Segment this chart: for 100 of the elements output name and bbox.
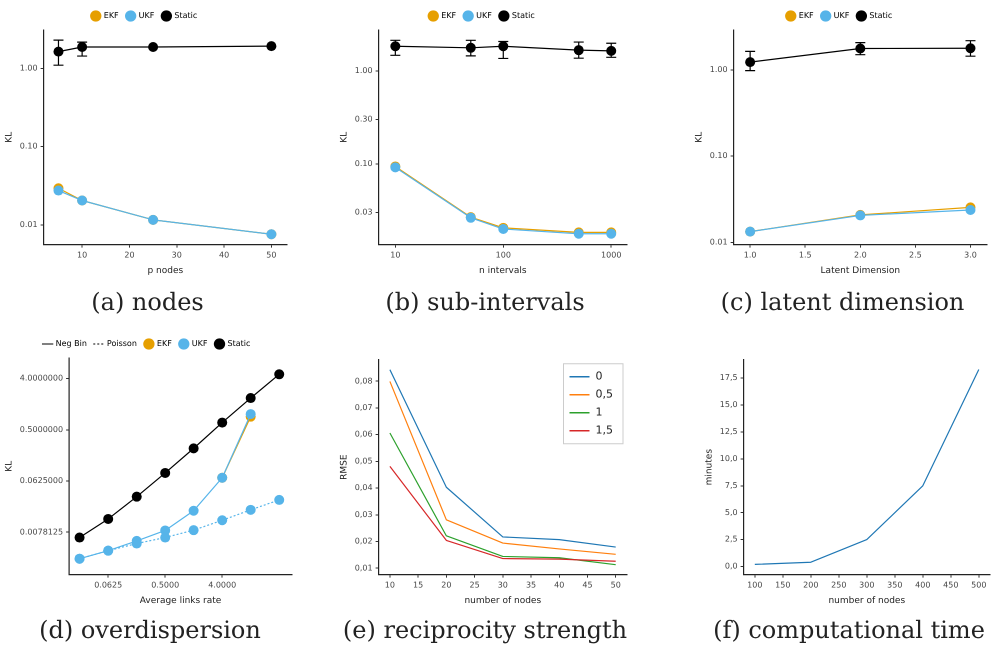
- x-tick-label: 500: [971, 580, 986, 590]
- legend-label: 1: [596, 406, 603, 419]
- legend-label: 0,5: [596, 388, 614, 401]
- x-tick-label: 4.0000: [208, 580, 236, 590]
- x-tick-label: 10: [384, 580, 395, 590]
- y-tick-label: 0.10: [710, 151, 728, 160]
- x-tick-label: 10: [390, 250, 400, 260]
- y-tick-label: 1.00: [354, 66, 373, 75]
- x-tick-label: 0.5000: [151, 580, 180, 590]
- legend-label: 0: [596, 370, 603, 383]
- x-tick-label: 400: [915, 580, 930, 590]
- y-tick-label: 0.01: [20, 220, 38, 229]
- y-tick-label: 0.03: [354, 208, 373, 217]
- legend-label: UKF: [476, 11, 492, 20]
- x-tick-label: 100: [747, 580, 762, 590]
- x-tick-label: 2.5: [909, 250, 922, 260]
- legend-label: EKF: [798, 11, 814, 20]
- text: (e) reciprocity strength: [342, 616, 628, 644]
- x-tick-label: 25: [469, 580, 480, 590]
- y-tick-label: 0,07: [354, 402, 373, 412]
- y-tick-label: 0.0625000: [20, 476, 64, 486]
- x-tick-label: 15: [413, 580, 424, 590]
- y-tick-label: 7,5: [724, 480, 738, 490]
- text: (d) overdispersion: [38, 616, 262, 644]
- y-tick-label: 0,03: [354, 510, 373, 519]
- y-tick-label: 0,02: [354, 536, 373, 546]
- text: (c) latent dimension: [720, 288, 966, 316]
- text: (b) sub-intervals: [384, 288, 586, 316]
- legend-label: Static: [512, 11, 535, 20]
- x-tick-label: 30: [172, 250, 182, 260]
- y-tick-label: 0.5000000: [20, 424, 64, 434]
- x-tick-label: 30: [498, 580, 508, 590]
- x-axis-title: number of nodes: [828, 596, 906, 606]
- x-tick-label: 10: [77, 250, 88, 260]
- y-tick-label: 1.00: [20, 64, 38, 73]
- x-tick-label: 40: [554, 580, 564, 590]
- y-tick-label: 12,5: [720, 427, 738, 436]
- legend-label: UKF: [138, 11, 155, 20]
- y-axis-title: minutes: [704, 448, 715, 486]
- x-axis-title: number of nodes: [464, 596, 542, 606]
- y-tick-label: 2,5: [724, 534, 738, 544]
- y-tick-label: 5,0: [724, 508, 738, 517]
- y-tick-label: 0,01: [354, 563, 373, 572]
- legend-label: UKF: [834, 11, 850, 20]
- x-axis-title: Average links rate: [140, 596, 222, 606]
- x-tick-label: 150: [775, 580, 790, 590]
- y-tick-label: 0,04: [354, 483, 373, 492]
- x-axis-title: Latent Dimension: [820, 266, 900, 276]
- legend-label: UKF: [192, 339, 208, 348]
- x-tick-label: 40: [218, 250, 230, 260]
- y-tick-label: 0,05: [354, 456, 373, 466]
- y-axis-title: KL: [4, 132, 15, 143]
- x-tick-label: 50: [266, 250, 276, 260]
- y-axis-title: KL: [694, 132, 705, 143]
- y-tick-label: 0.10: [20, 142, 38, 151]
- y-tick-label: 0.10: [354, 159, 373, 168]
- x-tick-label: 1.0: [744, 250, 757, 260]
- x-tick-label: 100: [496, 250, 511, 260]
- x-tick-label: 0.0625: [94, 580, 122, 590]
- x-tick-label: 35: [526, 580, 536, 590]
- x-tick-label: 250: [831, 580, 846, 590]
- y-tick-label: 15,0: [720, 400, 738, 410]
- text: Poisson: [106, 339, 137, 348]
- x-tick-label: 300: [859, 580, 874, 590]
- y-axis-title: KL: [340, 132, 350, 143]
- y-tick-label: 17,5: [720, 373, 738, 382]
- legend-label: Static: [869, 11, 892, 20]
- legend-label: 1,5: [596, 424, 614, 437]
- y-axis-title: KL: [4, 460, 15, 472]
- y-tick-label: 4.0000000: [20, 374, 64, 383]
- x-tick-label: 200: [803, 580, 818, 590]
- y-tick-label: 0,06: [354, 430, 373, 439]
- y-tick-label: 0.01: [710, 237, 728, 246]
- text: Neg Bin: [56, 339, 87, 348]
- x-tick-label: 1000: [601, 250, 622, 260]
- legend-label: Static: [228, 339, 250, 348]
- x-tick-label: 20: [441, 580, 452, 590]
- x-tick-label: 350: [887, 580, 902, 590]
- x-axis-title: p nodes: [147, 266, 184, 276]
- y-tick-label: 0.30: [354, 114, 373, 124]
- y-tick-label: 1.00: [710, 64, 728, 74]
- y-tick-label: 0.0078125: [20, 527, 64, 536]
- x-tick-label: 50: [610, 580, 621, 590]
- text: (f) computational time: [712, 616, 986, 644]
- x-axis-title: n intervals: [479, 266, 527, 276]
- y-tick-label: 0,0: [724, 562, 738, 571]
- legend-label: EKF: [156, 339, 172, 348]
- x-tick-label: 3.0: [964, 250, 977, 260]
- legend-label: EKF: [441, 11, 457, 20]
- legend-label: Static: [174, 11, 198, 20]
- x-tick-label: 20: [124, 250, 135, 260]
- y-axis-title: RMSE: [340, 454, 350, 480]
- y-tick-label: 0,08: [354, 376, 373, 386]
- x-tick-label: 2.0: [854, 250, 867, 260]
- y-tick-label: 10,0: [720, 454, 738, 463]
- x-tick-label: 45: [582, 580, 593, 590]
- legend-label: EKF: [104, 11, 120, 20]
- x-tick-label: 1.5: [798, 250, 812, 260]
- x-tick-label: 450: [943, 580, 958, 590]
- text: (a) nodes: [90, 288, 205, 316]
